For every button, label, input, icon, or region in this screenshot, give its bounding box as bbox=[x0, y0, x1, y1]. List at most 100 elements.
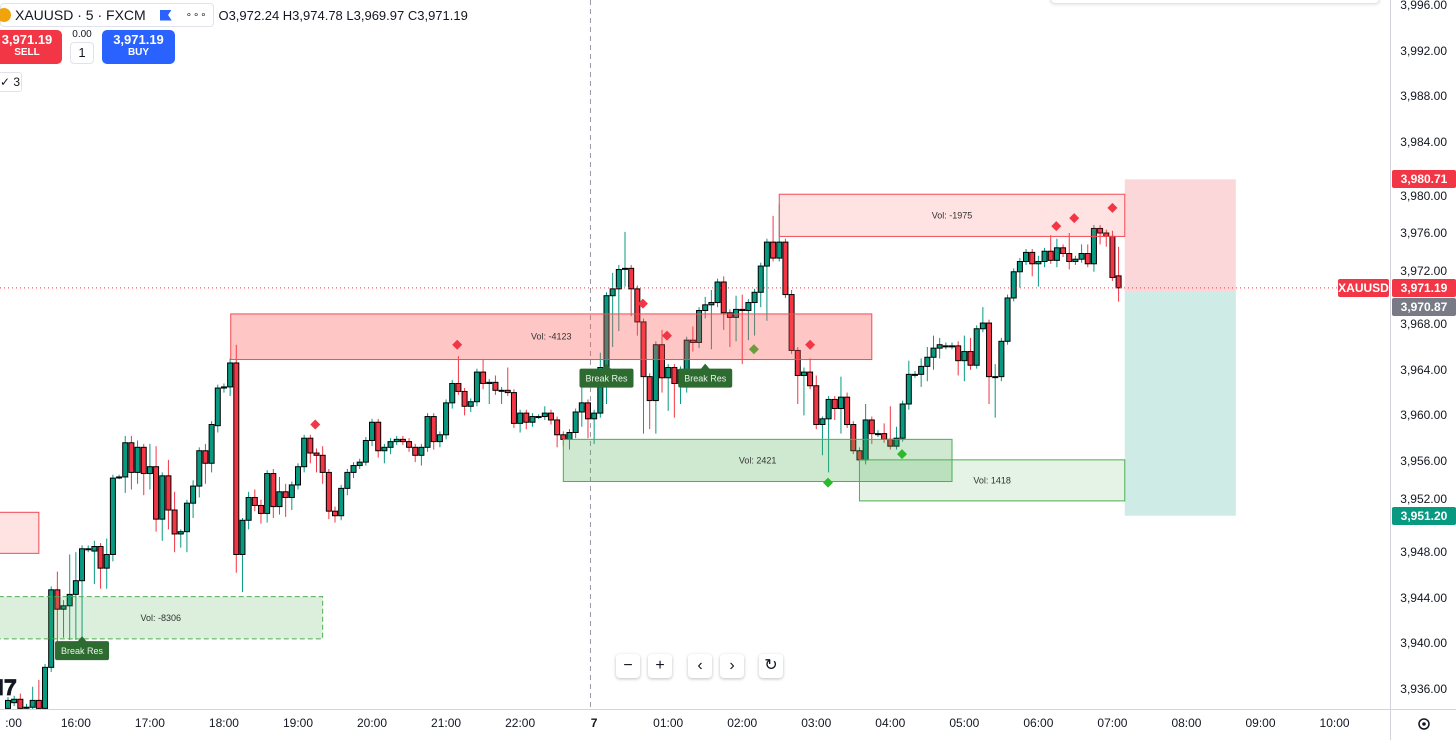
candle-body bbox=[615, 268, 622, 290]
candle-body bbox=[288, 484, 295, 498]
candle bbox=[905, 360, 912, 410]
candle bbox=[153, 446, 160, 532]
price-tick-label: 3,996.00 bbox=[1400, 0, 1447, 12]
candle bbox=[628, 264, 635, 317]
axis-settings-button[interactable] bbox=[1390, 709, 1456, 740]
candle bbox=[1072, 255, 1079, 265]
candle-body bbox=[393, 438, 400, 443]
candle bbox=[1004, 294, 1011, 345]
candle bbox=[492, 375, 499, 395]
time-tick-label: 7 bbox=[590, 716, 598, 730]
zoom-in-button[interactable]: + bbox=[648, 654, 672, 678]
scroll-left-button[interactable]: ‹ bbox=[688, 654, 712, 678]
symbol-selector[interactable]: XAUUSD · 5 · FXCM ∘∘∘ bbox=[0, 3, 215, 27]
candle bbox=[782, 238, 789, 298]
candle-body bbox=[455, 382, 462, 392]
candle bbox=[387, 438, 394, 455]
candle bbox=[523, 409, 530, 430]
price-badge: 3,971.19 bbox=[1392, 278, 1456, 297]
flag-icon[interactable] bbox=[159, 9, 172, 21]
candle bbox=[332, 506, 339, 523]
candle bbox=[183, 499, 190, 553]
position-stop-zone[interactable] bbox=[1124, 179, 1236, 292]
candle bbox=[42, 663, 49, 709]
candle bbox=[659, 329, 666, 393]
candle-body bbox=[652, 344, 659, 402]
break-res-text: Break Res bbox=[684, 374, 727, 384]
volume-zone[interactable] bbox=[0, 596, 324, 640]
candle-body bbox=[517, 412, 524, 424]
sell-button[interactable]: 3,971.19 SELL bbox=[0, 30, 62, 64]
candle-body bbox=[375, 421, 382, 452]
candle bbox=[338, 484, 345, 521]
price-axis[interactable]: 3,996.00 3,992.00 3,988.00 3,984.00 3,980.00… bbox=[1390, 0, 1456, 709]
label-pointer bbox=[601, 363, 612, 370]
candle bbox=[159, 472, 166, 541]
signal-diamond-marker bbox=[661, 330, 672, 341]
candle bbox=[837, 376, 844, 434]
candle-body bbox=[560, 434, 567, 440]
candle-body bbox=[770, 241, 777, 259]
zoom-out-button[interactable]: − bbox=[616, 654, 640, 678]
candle-body bbox=[122, 442, 129, 478]
candle bbox=[1010, 268, 1017, 302]
candle-body bbox=[868, 419, 875, 435]
candle-body bbox=[1090, 227, 1097, 265]
volume-zone[interactable] bbox=[778, 193, 1126, 237]
candle bbox=[375, 418, 382, 458]
candle bbox=[294, 463, 301, 490]
candle bbox=[220, 383, 227, 393]
candle bbox=[726, 309, 733, 347]
candle-body bbox=[412, 446, 419, 456]
candle bbox=[307, 434, 314, 464]
price-badge: 3,951.20 bbox=[1392, 506, 1456, 525]
candle bbox=[23, 703, 30, 709]
candle bbox=[122, 435, 129, 493]
candle-body bbox=[702, 304, 709, 312]
volume-zone[interactable] bbox=[230, 313, 873, 361]
candle bbox=[369, 418, 376, 447]
candle bbox=[1084, 244, 1091, 268]
time-tick-label: :00 bbox=[5, 716, 22, 730]
candle-body bbox=[825, 398, 832, 420]
volume-zone[interactable] bbox=[562, 438, 953, 483]
candle bbox=[918, 358, 925, 387]
time-axis[interactable]: :00 16:00 17:00 18:00 19:00 20:00 21:00 22:00 7 0… bbox=[0, 709, 1390, 740]
candle bbox=[572, 408, 579, 439]
candle bbox=[609, 272, 616, 347]
buy-button[interactable]: 3,971.19 BUY bbox=[102, 30, 175, 64]
more-options-icon[interactable]: ∘∘∘ bbox=[185, 9, 208, 21]
candle bbox=[942, 342, 949, 350]
candle bbox=[196, 447, 203, 498]
candle bbox=[1016, 258, 1023, 288]
candle bbox=[1047, 235, 1054, 264]
candle-body bbox=[942, 345, 949, 348]
candle bbox=[128, 435, 135, 490]
scroll-right-button[interactable]: › bbox=[720, 654, 744, 678]
candle bbox=[1078, 244, 1085, 263]
candle-body bbox=[1109, 235, 1116, 278]
candle bbox=[313, 448, 320, 473]
volume-zone[interactable] bbox=[0, 511, 40, 554]
candle bbox=[794, 347, 801, 404]
price-chart[interactable]: Vol: -4123 Vol: -1975 Vol: 2421 Vol: 1418 Vo… bbox=[0, 0, 1390, 709]
candle-body bbox=[325, 471, 332, 512]
candle bbox=[461, 388, 468, 416]
candle bbox=[844, 392, 851, 428]
position-target-zone[interactable] bbox=[1124, 291, 1236, 516]
reset-chart-button[interactable]: ↻ bbox=[759, 654, 783, 678]
candle bbox=[11, 695, 18, 707]
candle-body bbox=[739, 308, 746, 312]
candle bbox=[436, 431, 443, 448]
quantity-input[interactable]: 1 bbox=[70, 42, 94, 64]
tradingview-logo[interactable]: 𝟏𝟕 bbox=[0, 676, 17, 701]
candle-body bbox=[467, 401, 474, 407]
candle-body bbox=[535, 416, 542, 419]
candle bbox=[930, 335, 937, 370]
candle bbox=[54, 571, 61, 648]
candle bbox=[949, 342, 956, 350]
candle-body bbox=[529, 416, 536, 423]
volume-zone[interactable] bbox=[858, 459, 1126, 502]
candle-body bbox=[510, 392, 517, 424]
indicators-toggle[interactable]: ✓ 3 bbox=[0, 72, 22, 92]
